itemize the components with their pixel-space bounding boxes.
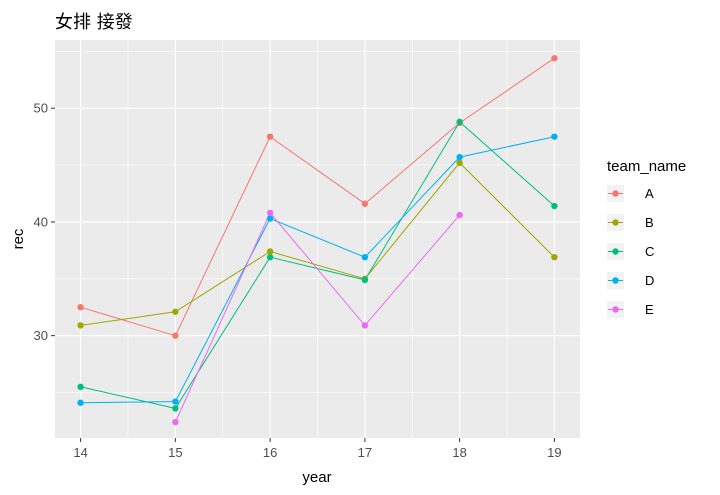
y-tick-label: 40 [34,214,48,229]
y-axis: 30 40 50 [34,101,55,343]
data-point-d [172,398,179,405]
data-point-c [361,276,369,284]
series-points [77,54,558,426]
data-point-e [456,211,463,219]
data-point-d [266,215,274,222]
data-point-b [551,253,558,261]
legend-label-b: B [645,215,654,230]
legend-key-point [612,306,619,313]
legend-key-point [612,190,619,197]
x-axis: 14 15 16 17 18 19 [73,438,562,460]
data-point-d [77,399,84,406]
y-tick-label: 50 [34,101,48,116]
series-line-a [80,57,555,337]
x-tick-label: 14 [73,445,87,460]
data-point-e [172,418,179,426]
data-point-d [361,253,369,261]
x-axis-title: year [302,469,331,486]
data-point-c [551,202,558,210]
data-point-a [361,200,369,207]
data-point-e [361,322,369,329]
legend-label-d: D [645,273,654,288]
data-point-b [172,308,179,315]
series-line-d [80,136,555,404]
series-lines [80,57,555,423]
legend-key-point [612,277,619,284]
series-line-e [174,211,460,423]
grid-major [55,40,580,438]
legend-label-e: E [645,302,654,317]
y-axis-title: rec [10,228,27,249]
x-tick-label: 15 [168,445,182,460]
x-tick-label: 19 [547,445,561,460]
x-tick-label: 18 [452,445,466,460]
plot-panel [55,40,580,438]
data-point-b [77,322,84,329]
series-line-b [80,162,555,326]
x-tick-label: 17 [358,445,372,460]
data-point-c [172,405,179,412]
legend-label-a: A [645,186,654,201]
data-point-c [266,253,274,261]
data-point-b [266,248,274,255]
chart-title: 女排 接發 [55,12,133,33]
data-point-a [77,304,84,311]
legend-key-point [612,248,619,255]
data-point-b [456,159,463,167]
data-point-a [266,133,274,140]
data-point-c [456,118,463,126]
legend-key-point [612,219,619,226]
data-point-c [77,383,84,391]
data-point-d [551,133,558,140]
grid-minor [55,40,580,438]
data-point-a [172,332,179,339]
y-tick-label: 30 [34,328,48,343]
data-point-e [266,209,274,217]
data-point-a [551,54,558,62]
data-point-d [456,153,463,161]
legend-title: team_name [607,158,686,175]
legend-label-c: C [645,244,654,259]
x-tick-label: 16 [263,445,277,460]
